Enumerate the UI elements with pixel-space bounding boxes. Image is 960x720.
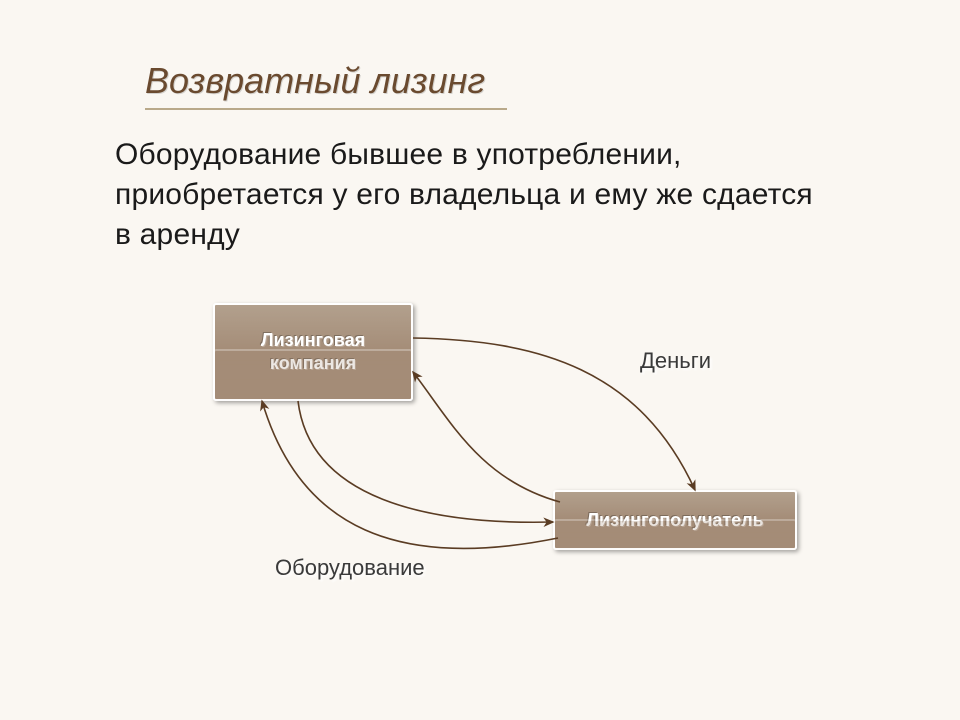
slide-title: Возвратный лизинг <box>145 60 485 102</box>
edge-money_in <box>413 372 560 502</box>
edge-label-equipment: Оборудование <box>275 555 425 581</box>
edge-label-money: Деньги <box>640 348 711 374</box>
node-lessee: Лизингополучатель <box>553 490 797 550</box>
title-underline <box>145 108 507 110</box>
edge-equip_out <box>298 401 553 522</box>
node-leasing-company: Лизинговаякомпания <box>213 303 413 401</box>
slide: Возвратный лизинг Оборудование бывшее в … <box>0 0 960 720</box>
body-text: Оборудование бывшее в употреблении, прио… <box>115 135 815 255</box>
node-label: Лизингополучатель <box>586 509 763 532</box>
node-label: Лизинговаякомпания <box>261 329 365 375</box>
edge-equip_in <box>262 401 558 548</box>
